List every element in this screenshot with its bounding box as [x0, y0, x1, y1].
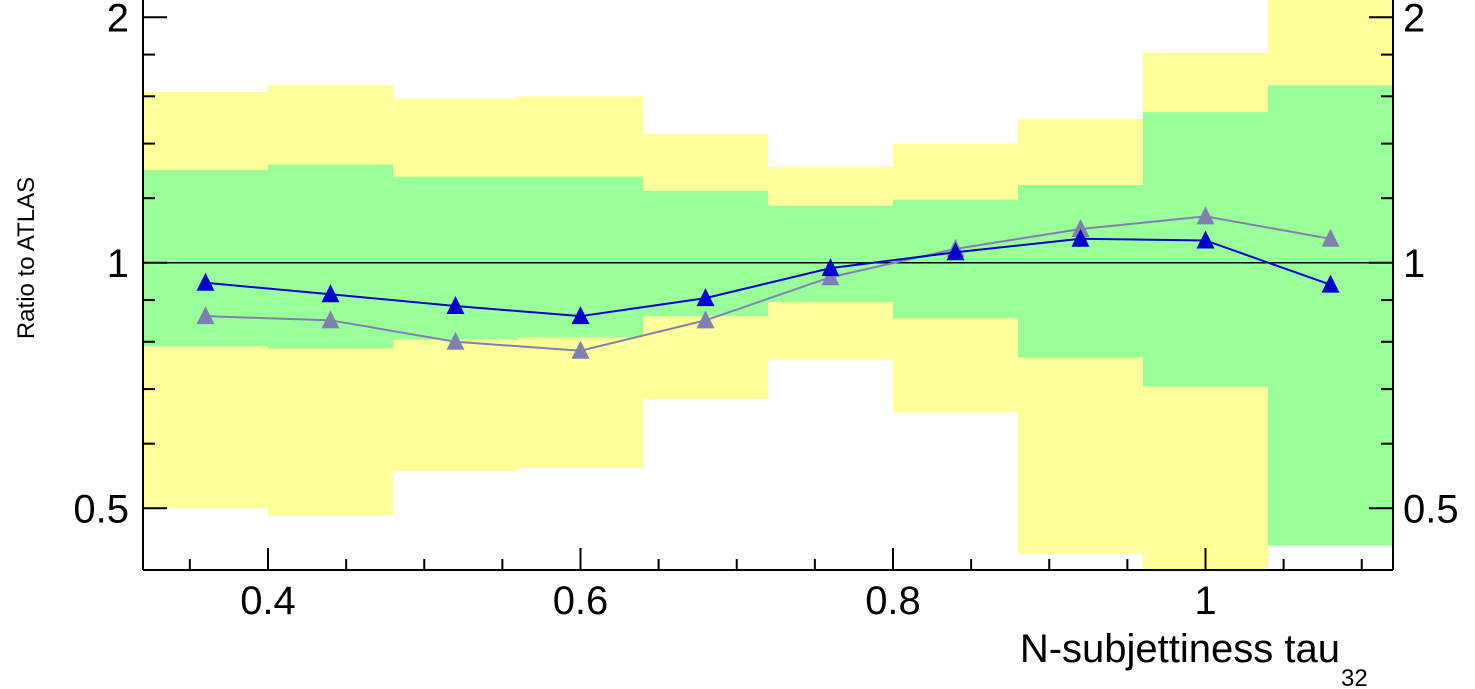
green-band-7 [1018, 185, 1143, 358]
series-1-line [205, 237, 1331, 318]
y-tick-label-left-2: 2 [107, 0, 129, 40]
x-tick-label-1: 0.6 [553, 579, 609, 623]
green-band-8 [1143, 112, 1268, 387]
series-1-point-4 [696, 288, 715, 307]
x-tick-label-2: 0.8 [865, 579, 921, 623]
series-1-point-7 [1071, 228, 1090, 247]
y-tick-label-right-0: 0.5 [1403, 487, 1459, 531]
series-2-point-7 [1071, 219, 1090, 238]
y-tick-label-right-1: 1 [1403, 242, 1425, 286]
y-axis-label: Ratio to ATLAS [13, 177, 40, 339]
tick-labels: 0.4 0.6 0.8 1 0.5 1 2 0.5 1 2 [73, 0, 1458, 623]
series-2-point-2 [446, 331, 465, 350]
series-2-point-0 [196, 306, 215, 325]
series-2-point-4 [696, 310, 715, 329]
green-band-2 [393, 176, 518, 340]
series-group [196, 206, 1340, 359]
series-2-point-3 [571, 340, 590, 359]
x-axis-label: N-subjettiness tau [1020, 627, 1340, 671]
series-2-point-9 [1321, 228, 1340, 247]
series-1-point-2 [446, 296, 465, 315]
x-tick-label-0: 0.4 [240, 579, 296, 623]
series-1-point-3 [571, 306, 590, 325]
axes-frame [142, 0, 1394, 571]
y-tick-label-right-2: 2 [1403, 0, 1425, 40]
series-2-line [205, 215, 1331, 352]
green-band-9 [1268, 85, 1393, 546]
series-2-point-8 [1196, 206, 1215, 225]
series-2-point-5 [821, 267, 840, 286]
y-tick-label-left-0: 0.5 [73, 487, 129, 531]
series-1-point-9 [1321, 274, 1340, 293]
green-band-5 [768, 205, 893, 303]
series-1-point-0 [196, 272, 215, 291]
y-tick-label-left-1: 1 [107, 242, 129, 286]
series-1-point-8 [1196, 230, 1215, 249]
x-axis-label-subscript: 32 [1341, 665, 1368, 689]
series-1-point-1 [321, 284, 340, 303]
x-tick-label-3: 1 [1194, 579, 1216, 623]
series-1-point-5 [821, 258, 840, 277]
series-2-point-1 [321, 310, 340, 329]
series-1-point-6 [946, 242, 965, 261]
